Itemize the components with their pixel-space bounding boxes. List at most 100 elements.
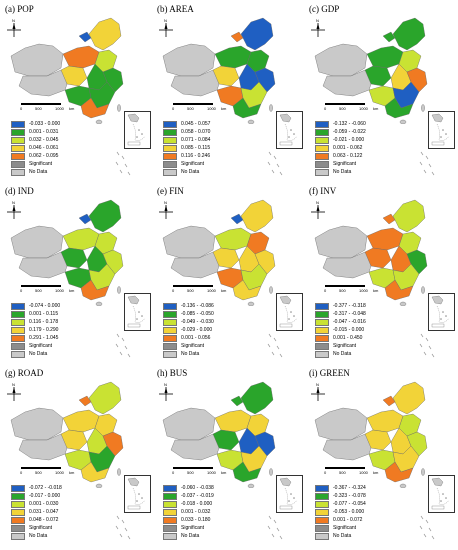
legend-label: 0.085 - 0.115	[181, 145, 211, 151]
legend-item: -0.053 - 0.000	[315, 508, 425, 516]
legend-label: -0.317 - -0.048	[333, 311, 366, 317]
scale-bar: 0 500 1000 km	[20, 467, 81, 479]
compass-icon: N	[310, 18, 326, 38]
legend-swatch	[163, 342, 177, 350]
map-legend: -0.136 - -0.086 -0.085 - -0.050 -0.049 - -…	[163, 302, 273, 358]
legend-item: 0.062 - 0.095	[11, 152, 121, 160]
taiwan-island	[269, 286, 273, 294]
legend-item: 0.116 - 0.178	[11, 318, 121, 326]
panel-title: (g) ROAD	[5, 368, 44, 378]
legend-item: -0.021 - 0.000	[315, 136, 425, 144]
legend-swatch	[11, 168, 25, 176]
map-panel: (a) POP N 0 500 1000 km -0.033 - 0.000 0.001 - …	[3, 2, 153, 180]
legend-label: No Data	[181, 169, 200, 175]
scale-unit-label: km	[69, 288, 75, 293]
legend-item: -0.059 - -0.022	[315, 128, 425, 136]
map-legend: 0.045 - 0.057 0.058 - 0.070 0.071 - 0.084 0…	[163, 120, 273, 176]
legend-item: 0.179 - 0.290	[11, 326, 121, 334]
map-region	[214, 409, 252, 433]
legend-item: No Data	[11, 532, 121, 540]
legend-swatch	[315, 334, 329, 342]
scattered-islands	[113, 332, 135, 360]
legend-label: 0.001 - 0.056	[181, 335, 211, 341]
legend-label: 0.291 - 1.045	[29, 335, 59, 341]
legend-item: Significant	[315, 342, 425, 350]
legend-label: Significant	[181, 161, 205, 167]
legend-label: 0.071 - 0.084	[181, 137, 211, 143]
map-panel: (f) INV N 0 500 1000 km -0.377 - -0.318 -0.317 …	[307, 184, 457, 362]
legend-swatch	[11, 334, 25, 342]
map-panel: (b) AREA N 0 500 1000 km 0.045 - 0.057 0.058 - …	[155, 2, 305, 180]
compass-icon: N	[158, 200, 174, 220]
scale-tick-label: 1000	[359, 288, 368, 293]
compass-north-label: N	[12, 200, 15, 205]
scale-bar-line	[325, 285, 365, 287]
legend-item: 0.046 - 0.061	[11, 144, 121, 152]
legend-label: 0.045 - 0.057	[181, 121, 211, 127]
choropleth-map	[314, 17, 428, 124]
south-china-sea-inset	[124, 475, 151, 513]
legend-label: No Data	[181, 533, 200, 539]
legend-swatch	[315, 160, 329, 168]
legend-item: -0.060 - -0.038	[163, 484, 273, 492]
legend-label: -0.074 - 0.000	[29, 303, 61, 309]
legend-swatch	[163, 310, 177, 318]
legend-swatch	[163, 508, 177, 516]
legend-swatch	[163, 532, 177, 540]
legend-swatch	[315, 484, 329, 492]
legend-label: Significant	[333, 525, 357, 531]
scattered-islands	[113, 514, 135, 542]
legend-swatch	[11, 524, 25, 532]
compass-north-label: N	[164, 18, 167, 23]
legend-label: -0.377 - -0.318	[333, 303, 366, 309]
legend-label: -0.053 - 0.000	[333, 509, 365, 515]
legend-item: No Data	[163, 168, 273, 176]
map-region	[62, 409, 100, 433]
legend-label: 0.063 - 0.122	[333, 153, 363, 159]
hainan-island	[247, 301, 255, 306]
legend-label: -0.060 - -0.038	[181, 485, 214, 491]
legend-swatch	[11, 160, 25, 168]
scattered-islands	[417, 150, 439, 178]
scale-tick-label: 1000	[207, 288, 216, 293]
south-china-sea-inset	[276, 475, 303, 513]
legend-item: 0.001 - 0.115	[11, 310, 121, 318]
hainan-island	[95, 119, 103, 124]
legend-swatch	[11, 484, 25, 492]
legend-item: -0.047 - -0.016	[315, 318, 425, 326]
panel-title: (c) GDP	[309, 4, 340, 14]
legend-swatch	[315, 524, 329, 532]
legend-item: Significant	[11, 342, 121, 350]
legend-label: 0.001 - 0.031	[29, 129, 59, 135]
compass-north-label: N	[164, 200, 167, 205]
south-china-sea-inset	[276, 293, 303, 331]
compass-north-label: N	[316, 18, 319, 23]
legend-label: -0.367 - -0.324	[333, 485, 366, 491]
legend-label: 0.001 - 0.072	[333, 517, 363, 523]
legend-item: -0.037 - -0.019	[163, 492, 273, 500]
scale-bar-line	[173, 467, 213, 469]
map-region	[214, 227, 252, 251]
legend-swatch	[315, 136, 329, 144]
map-region	[78, 31, 92, 43]
compass-icon: N	[158, 18, 174, 38]
compass-north-label: N	[12, 18, 15, 23]
taiwan-island	[269, 468, 273, 476]
hainan-island	[95, 483, 103, 488]
map-region	[240, 199, 274, 233]
legend-swatch	[315, 508, 329, 516]
legend-item: Significant	[163, 524, 273, 532]
panel-title: (a) POP	[5, 4, 34, 14]
legend-item: No Data	[163, 532, 273, 540]
map-region	[392, 381, 426, 415]
legend-swatch	[315, 128, 329, 136]
legend-label: -0.072 - -0.018	[29, 485, 62, 491]
legend-item: 0.085 - 0.115	[163, 144, 273, 152]
scale-bar: 0 500 1000 km	[172, 103, 233, 115]
scale-tick-label: 1000	[55, 470, 64, 475]
map-region	[80, 461, 110, 483]
scale-tick-label: 500	[187, 470, 194, 475]
map-panel: (h) BUS N 0 500 1000 km -0.060 - -0.038 -0.037 …	[155, 366, 305, 544]
scale-tick-label: 0	[324, 470, 327, 475]
scale-unit-label: km	[221, 106, 227, 111]
